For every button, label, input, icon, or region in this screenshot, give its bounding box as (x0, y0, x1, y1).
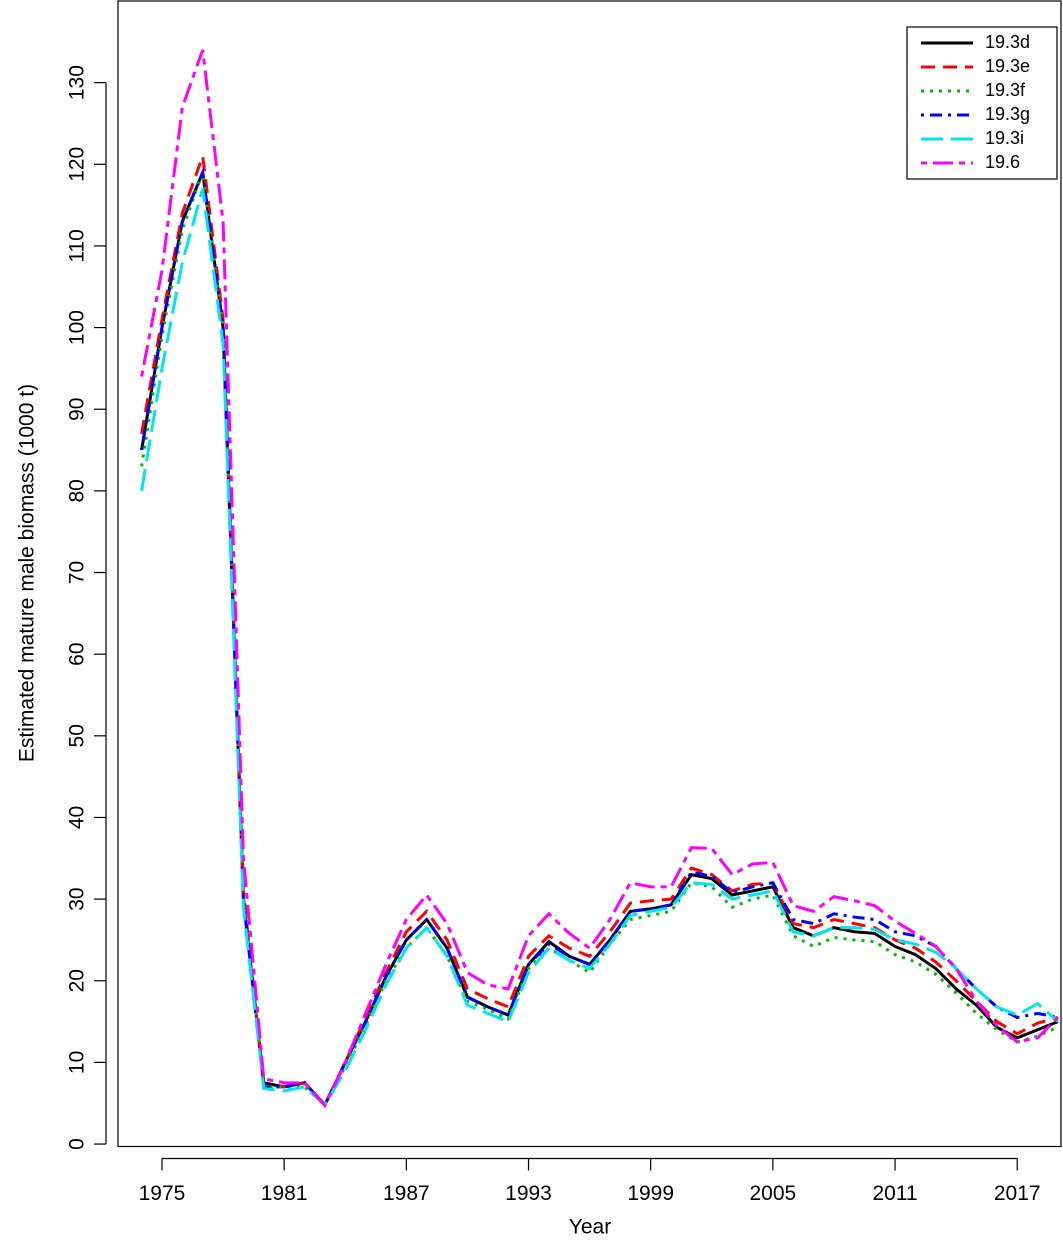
legend-label: 19.3f (985, 80, 1026, 100)
legend-label: 19.6 (985, 152, 1020, 172)
y-tick-label: 90 (66, 398, 89, 421)
legend-label: 19.3g (985, 104, 1030, 124)
y-tick-label: 70 (66, 561, 89, 584)
y-tick-label: 0 (66, 1138, 89, 1150)
y-tick-label: 50 (66, 724, 89, 747)
y-tick-label: 130 (66, 65, 89, 100)
y-tick-label: 40 (66, 806, 89, 829)
series-line (140, 171, 1059, 1108)
series-line (140, 166, 1059, 1108)
x-tick-label: 1999 (627, 1182, 674, 1205)
x-tick-label: 1993 (505, 1182, 552, 1205)
series-line (140, 49, 1060, 1109)
x-tick-label: 1975 (139, 1182, 186, 1205)
y-tick-label: 110 (66, 229, 89, 262)
y-axis-label: Estimated mature male biomass (1000 t) (16, 384, 39, 762)
y-tick-label: 20 (66, 969, 89, 992)
legend-label: 19.3e (985, 56, 1030, 76)
x-tick-label: 2011 (872, 1182, 917, 1205)
y-tick-label: 120 (66, 147, 89, 182)
y-tick-label: 80 (66, 479, 89, 502)
y-tick-label: 10 (66, 1051, 89, 1074)
x-axis-label: Year (569, 1216, 611, 1239)
x-tick-label: 2017 (994, 1182, 1041, 1205)
x-tick-label: 2005 (750, 1182, 797, 1205)
legend-box (906, 26, 1058, 180)
series-line (140, 188, 1059, 1108)
legend-label: 19.3i (985, 128, 1024, 148)
y-tick-label: 30 (66, 887, 89, 910)
y-tick-label: 60 (66, 642, 89, 665)
plot-frame (117, 0, 1062, 1148)
series-line (140, 155, 1059, 1108)
legend-label: 19.3d (985, 32, 1030, 52)
x-tick-label: 1987 (383, 1182, 430, 1205)
x-tick-label: 1981 (261, 1182, 308, 1205)
y-tick-label: 100 (66, 310, 89, 345)
